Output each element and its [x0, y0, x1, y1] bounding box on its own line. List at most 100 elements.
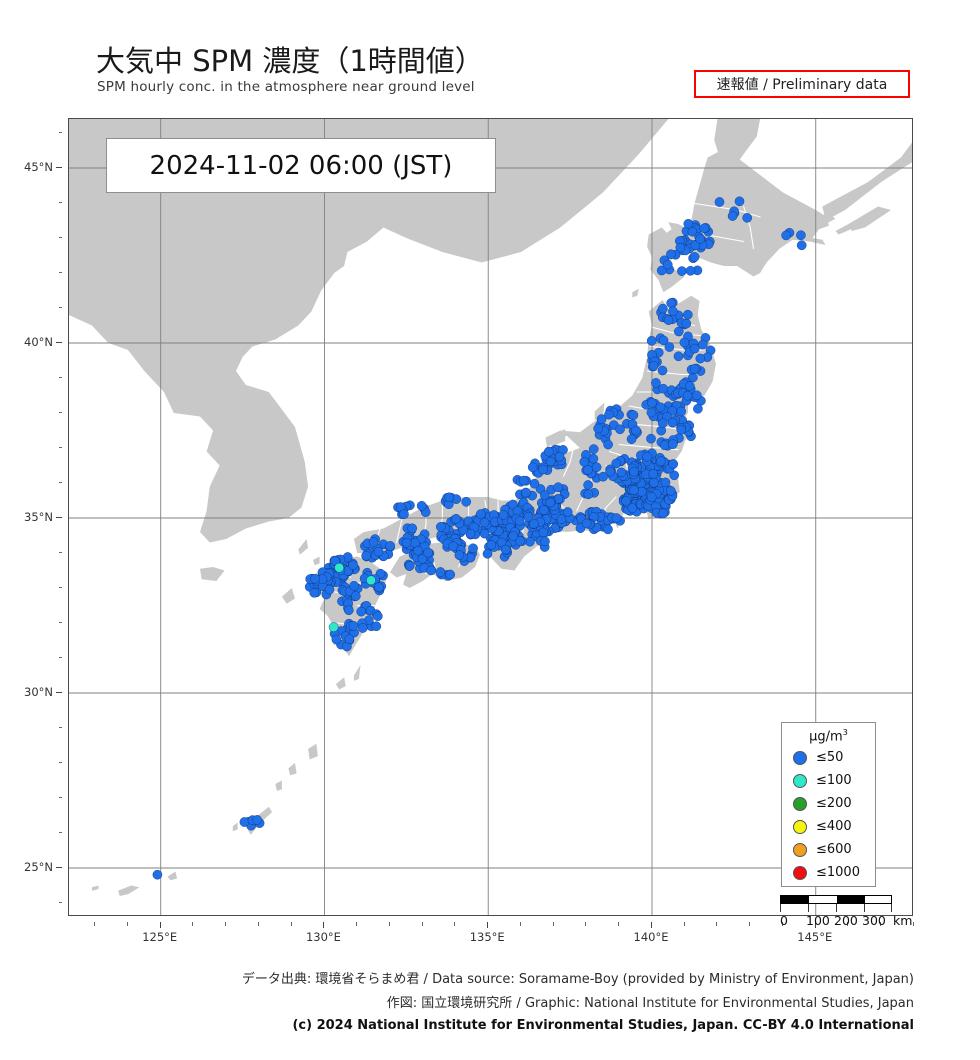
station-point [734, 196, 745, 207]
station-point [667, 417, 678, 428]
latitude-minor-tick [58, 272, 62, 273]
latitude-minor-tick [58, 132, 62, 133]
station-point [664, 342, 675, 352]
scale-tick-label: 0 [780, 913, 788, 928]
station-point [626, 434, 637, 444]
station-point [348, 621, 359, 631]
land-polygon [167, 871, 178, 881]
longitude-minor-tick [913, 922, 914, 926]
land-polygon [353, 665, 361, 681]
station-point [527, 462, 538, 473]
legend-color-swatch [793, 773, 807, 788]
station-point [350, 591, 361, 601]
scale-bar-labels: 0 100 200 300 km [780, 913, 915, 929]
land-polygon [232, 822, 238, 832]
legend-item-label: ≤50 [816, 750, 844, 766]
longitude-minor-tick [192, 922, 194, 926]
station-point [668, 306, 678, 317]
station-point [658, 335, 669, 346]
station-point [682, 390, 693, 401]
longitude-minor-tick [519, 922, 521, 926]
station-points-layer [152, 196, 807, 880]
latitude-minor-tick [58, 832, 62, 833]
land-polygon [632, 288, 639, 298]
longitude-minor-tick [356, 922, 358, 926]
map-frame [68, 118, 913, 916]
station-point [435, 567, 446, 577]
station-point [611, 458, 622, 469]
station-point [648, 360, 659, 371]
longitude-axis: 125°E 130°E 135°E 140°E 145°E [68, 922, 914, 944]
station-point [727, 211, 738, 221]
station-point [583, 480, 593, 490]
legend-color-swatch [793, 750, 807, 765]
scale-bar: 0 100 200 300 km [780, 895, 912, 929]
station-point [538, 527, 549, 538]
station-point [407, 523, 418, 534]
station-point [401, 537, 412, 548]
station-point [404, 561, 415, 571]
station-point [385, 541, 396, 551]
legend-color-swatch [793, 842, 807, 857]
station-point [373, 546, 384, 557]
station-point [374, 582, 384, 593]
legend-color-swatch [793, 819, 807, 834]
station-point [423, 547, 434, 558]
footer-data-source: データ出典: 環境省そらまめ君 / Data source: Soramame-… [241, 972, 914, 987]
station-point [344, 634, 355, 645]
land-polygon [313, 556, 320, 566]
longitude-minor-tick [847, 922, 849, 926]
land-polygon [200, 567, 225, 581]
station-point [796, 230, 806, 240]
timestamp-label: 2024-11-02 06:00 (JST) [149, 150, 453, 181]
station-point [152, 869, 163, 880]
station-point [454, 550, 465, 561]
station-point [514, 516, 525, 526]
land-polygon [335, 677, 346, 690]
longitude-tick [487, 922, 489, 928]
station-point [356, 606, 367, 617]
station-point [529, 518, 539, 529]
station-point [310, 573, 320, 584]
station-point [562, 507, 573, 517]
station-point [343, 605, 354, 616]
station-point [435, 522, 446, 532]
station-point [631, 425, 641, 436]
station-point [331, 634, 342, 645]
station-point-elevated [366, 575, 376, 586]
station-point [468, 543, 478, 554]
station-point [742, 213, 753, 223]
latitude-tick-label: 40°N [24, 335, 53, 349]
station-point [545, 456, 556, 467]
footer-graphic-credit: 作図: 国立環境研究所 / Graphic: National Institut… [386, 996, 914, 1011]
station-point [523, 512, 534, 522]
legend-item-label: ≤400 [816, 819, 852, 835]
station-point [239, 817, 250, 827]
station-point [348, 560, 358, 571]
station-point [658, 418, 668, 429]
longitude-minor-tick [749, 922, 751, 926]
station-point [461, 496, 472, 507]
longitude-minor-tick [716, 922, 718, 926]
legend-item-label: ≤200 [816, 796, 852, 812]
land-polygon [275, 780, 282, 791]
station-point [500, 544, 511, 555]
station-point [649, 477, 659, 488]
station-point [593, 423, 604, 434]
station-point [647, 397, 657, 408]
legend-color-swatch [793, 796, 807, 811]
station-point [646, 433, 656, 444]
station-point [529, 478, 540, 489]
station-point [651, 378, 661, 388]
station-point [642, 451, 652, 462]
station-point [539, 490, 550, 500]
page-title: 大気中 SPM 濃度（1時間値） [96, 44, 484, 78]
station-point [685, 381, 695, 391]
longitude-tick-label: 135°E [469, 930, 505, 944]
station-point [605, 466, 616, 477]
station-point [685, 265, 696, 276]
latitude-minor-tick [58, 482, 62, 483]
latitude-tick-label: 35°N [24, 510, 53, 524]
station-point [656, 456, 666, 466]
